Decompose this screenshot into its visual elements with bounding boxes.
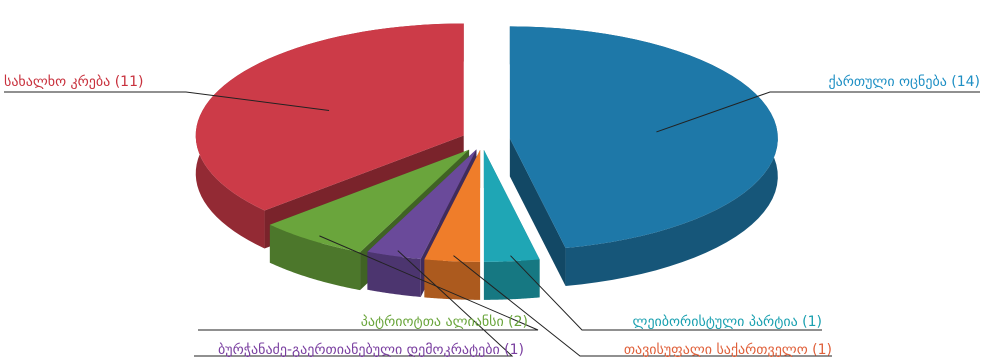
slice-top [424, 149, 481, 262]
label-leader-lines [4, 91, 980, 357]
leader-line-sakhalkho-kreba [4, 91, 330, 111]
label-leiboristuli-partia: ლეიბორისტული პარტია (1) [633, 313, 822, 330]
slice-side [424, 259, 481, 300]
label-patriotta-aliansi: პატრიოტთა ალიანსი (2) [361, 313, 528, 330]
slice-side [483, 259, 540, 300]
slice-side [269, 224, 361, 291]
slice-labels: ქართული ოცნება (14) ლეიბორისტული პარტია … [4, 73, 980, 358]
label-sakhalkho-kreba: სახალხო კრება (11) [4, 73, 143, 90]
label-tavisupali-sakartvelo: თავისუფალი საქართველო (1) [624, 341, 832, 358]
slice-top [195, 23, 464, 211]
slice-top [509, 26, 778, 248]
slice-top [367, 149, 477, 259]
label-burjanadze: ბურჭანაძე-გაერთიანებული დემოკრატები (1) [218, 341, 524, 358]
leader-line-patriotta-aliansi [198, 235, 539, 331]
slice-wall [509, 138, 566, 286]
leader-line-tavisupali-sakartvelo [453, 255, 832, 357]
label-kartuli-otsneba: ქართული ოცნება (14) [828, 73, 980, 90]
slice-tavisupali-sakartvelo [424, 149, 481, 300]
slice-top [483, 149, 540, 262]
slice-leiboristuli-partia [483, 149, 540, 300]
leader-line-kartuli-otsneba [656, 91, 980, 133]
slice-side [367, 251, 421, 297]
pie-slices [195, 23, 778, 300]
leader-line-leiboristuli-partia [510, 255, 822, 331]
slice-top [269, 149, 470, 253]
slice-kartuli-otsneba [509, 26, 778, 286]
